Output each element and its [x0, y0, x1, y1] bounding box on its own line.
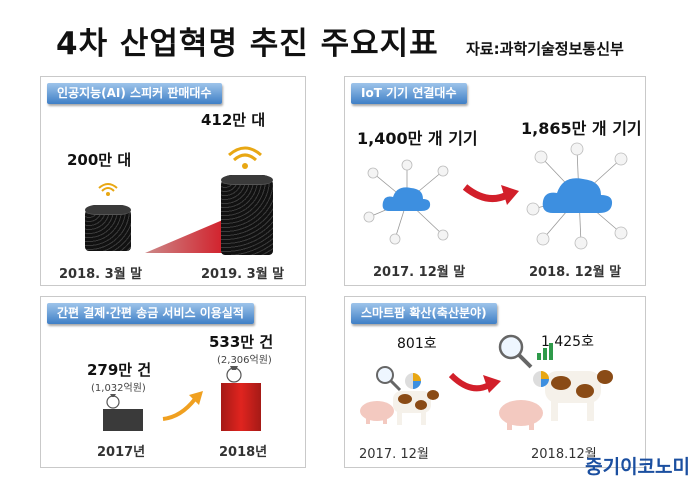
chart-icon [405, 373, 421, 389]
cow-icon [545, 370, 613, 421]
smartfarm-after-period: 2018.12월 [531, 447, 597, 462]
magnifier-icon [498, 334, 533, 369]
payment-before-value: 279만 건 [87, 361, 152, 379]
iot-after-value: 1,865만 개 기기 [521, 119, 642, 138]
pig-icon [499, 400, 543, 430]
brand-logo: 중기이코노미 [585, 456, 690, 478]
payment-panel: 간편 결제·간편 송금 서비스 이용실적 279만 건 (1,032억원) 53… [40, 296, 306, 468]
payment-before-sub: (1,032억원) [91, 383, 146, 394]
money-bag-icon [106, 394, 120, 409]
payment-after-sub: (2,306억원) [217, 355, 272, 366]
growth-arrow-icon [162, 391, 203, 421]
source-note: 자료:과학기술정보통신부 [466, 40, 624, 58]
growth-wedge-icon [145, 219, 225, 253]
money-bag-icon [226, 366, 242, 383]
smart-speaker-small-icon [85, 205, 131, 251]
ai-speaker-panel: 인공지능(AI) 스피커 판매대수 200만 대 412만 대 2018. 3월… [40, 76, 306, 286]
smartfarm-header: 스마트팜 확산(축산분야) [351, 303, 497, 324]
payment-header: 간편 결제·간편 송금 서비스 이용실적 [47, 303, 254, 324]
payment-after-period: 2018년 [219, 445, 268, 460]
ai-speaker-header: 인공지능(AI) 스피커 판매대수 [47, 83, 222, 104]
ai-before-value: 200만 대 [67, 151, 132, 169]
payment-before-period: 2017년 [97, 445, 146, 460]
page-title: 4차 산업혁명 추진 주요지표 [56, 26, 439, 62]
iot-after-period: 2018. 12월 말 [529, 265, 622, 280]
smartfarm-before-period: 2017. 12월 [359, 447, 429, 462]
iot-header: IoT 기기 연결대수 [351, 83, 467, 104]
ai-after-period: 2019. 3월 말 [201, 267, 285, 282]
cow-icon [393, 390, 439, 425]
wifi-icon [98, 183, 118, 196]
ai-after-value: 412만 대 [201, 111, 266, 129]
chart-icon [537, 343, 553, 360]
wifi-icon [228, 146, 262, 169]
magnifier-icon [376, 366, 402, 392]
growth-arrow-icon [463, 184, 519, 205]
iot-cloud-small-icon [363, 159, 449, 245]
chart-icon [533, 371, 549, 387]
smart-speaker-large-icon [221, 175, 273, 255]
pig-icon [360, 401, 394, 424]
smartfarm-after-value: 1,425호 [541, 334, 594, 350]
iot-before-value: 1,400만 개 기기 [357, 129, 478, 148]
smartfarm-before-value: 801호 [397, 336, 437, 352]
growth-arrow-icon [449, 372, 501, 393]
iot-cloud-large-icon [526, 142, 628, 250]
payment-2018-bar [221, 383, 261, 431]
ai-before-period: 2018. 3월 말 [59, 267, 143, 282]
payment-after-value: 533만 건 [209, 333, 274, 351]
iot-panel: IoT 기기 연결대수 1,400만 개 기기 1,865만 개 기기 2017… [344, 76, 646, 286]
payment-2017-bar [103, 409, 143, 431]
iot-before-period: 2017. 12월 말 [373, 265, 466, 280]
smartfarm-panel: 스마트팜 확산(축산분야) 801호 1,425호 2017. 12월 2018… [344, 296, 646, 468]
